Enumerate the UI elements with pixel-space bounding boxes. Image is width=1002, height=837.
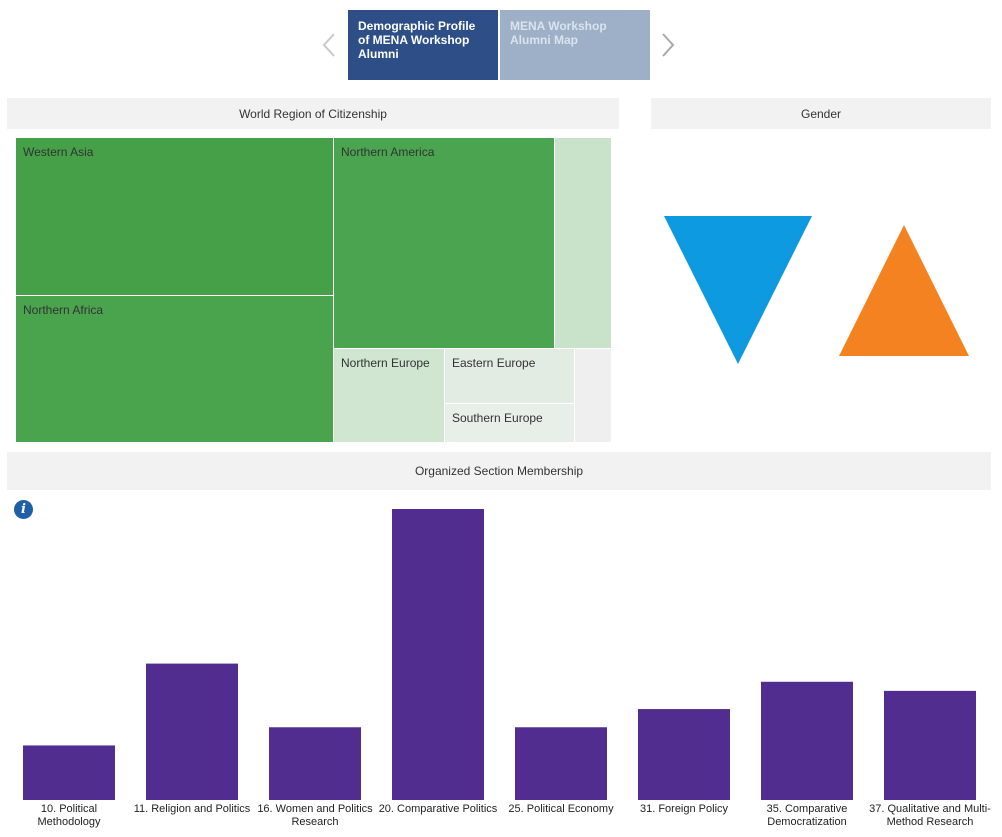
treemap-label: Northern Europe <box>341 356 430 370</box>
bar-6[interactable] <box>638 709 730 800</box>
region-panel-title: World Region of Citizenship <box>239 106 387 121</box>
bar-4[interactable] <box>392 509 484 800</box>
region-panel-header: World Region of Citizenship <box>7 98 619 129</box>
treemap-label: Eastern Europe <box>452 356 536 370</box>
treemap-cell-unlabeled-a[interactable] <box>554 137 612 349</box>
section-panel-header: Organized Section Membership <box>7 452 991 490</box>
gender-panel-header: Gender <box>651 98 991 129</box>
up-triangle-icon[interactable] <box>839 225 969 356</box>
prev-arrow-button[interactable] <box>320 30 338 60</box>
treemap-cell-western-asia[interactable]: Western Asia <box>15 137 334 296</box>
bar-tick-label: 20. Comparative Politics <box>378 803 498 815</box>
bar-tick-label: 25. Political Economy <box>508 803 614 815</box>
bar-3[interactable] <box>269 727 361 800</box>
treemap-label: Northern America <box>341 145 435 159</box>
tab-demographic-profile[interactable]: Demographic Profile of MENA Workshop Alu… <box>348 10 498 80</box>
gender-chart <box>664 216 969 364</box>
bar-tick-label: 16. Women and Politics Research <box>257 803 373 828</box>
treemap-cell-eastern-europe[interactable]: Eastern Europe <box>444 348 575 404</box>
bar-7[interactable] <box>761 681 853 800</box>
treemap-cell-unlabeled-b[interactable] <box>574 348 612 443</box>
treemap-cell-northern-africa[interactable]: Northern Africa <box>15 295 334 443</box>
treemap-label: Western Asia <box>23 145 94 159</box>
tab-alumni-map[interactable]: MENA Workshop Alumni Map <box>500 10 650 80</box>
bar-tick-label: 11. Religion and Politics <box>133 803 251 815</box>
chevron-right-icon <box>662 33 675 57</box>
treemap-label: Southern Europe <box>452 411 543 425</box>
treemap-cell-southern-europe[interactable]: Southern Europe <box>444 403 575 443</box>
info-icon[interactable]: i <box>14 500 33 519</box>
bar-tick-label: 35. Comparative Democratization <box>766 803 848 828</box>
bar-5[interactable] <box>515 727 607 800</box>
bar-tick-label: 10. Political Methodology <box>37 803 101 828</box>
bar-8[interactable] <box>884 690 976 800</box>
section-panel-title: Organized Section Membership <box>414 464 584 478</box>
next-arrow-button[interactable] <box>659 30 677 60</box>
gender-panel-title: Gender <box>800 106 842 121</box>
down-triangle-icon[interactable] <box>664 216 812 364</box>
bar-tick-label: 37. Qualitative and Multi-Method Researc… <box>869 803 991 828</box>
bar-2[interactable] <box>146 663 238 800</box>
treemap-label: Northern Africa <box>23 303 104 317</box>
bar-tick-label: 31. Foreign Policy <box>639 803 729 815</box>
treemap-cell-northern-america[interactable]: Northern America <box>333 137 555 349</box>
bar-1[interactable] <box>23 745 115 800</box>
treemap-cell-northern-europe[interactable]: Northern Europe <box>333 348 445 443</box>
section-bar-chart <box>23 509 976 800</box>
chevron-left-icon <box>322 33 335 57</box>
